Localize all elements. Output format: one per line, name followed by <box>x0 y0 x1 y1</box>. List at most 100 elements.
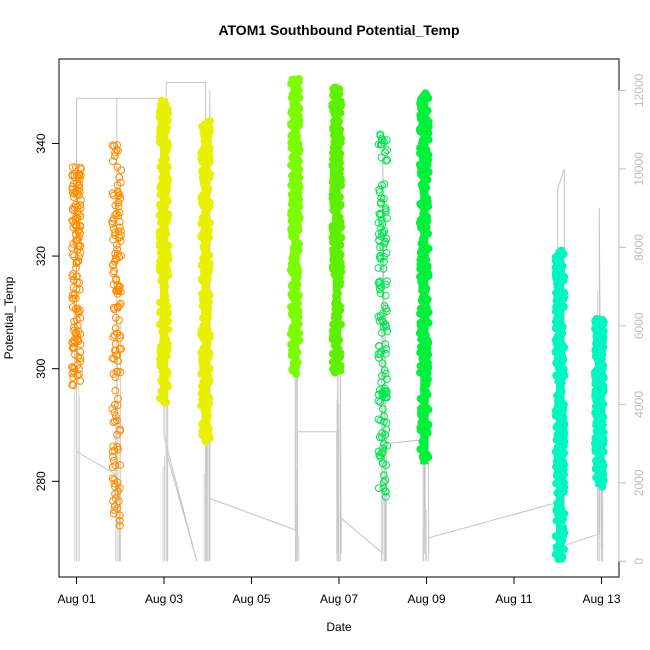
data-point <box>70 326 78 335</box>
data-point <box>116 178 125 187</box>
data-point <box>114 211 123 220</box>
data-point <box>378 359 387 368</box>
data-point <box>379 444 387 453</box>
data-point <box>375 278 383 287</box>
data-point <box>68 338 77 346</box>
y-axis-label: Potential_Temp <box>2 276 16 359</box>
data-point <box>114 202 123 211</box>
data-point <box>113 351 122 359</box>
data-point <box>114 192 122 200</box>
data-point <box>379 265 388 273</box>
data-point <box>374 397 383 405</box>
data-point <box>377 194 386 203</box>
x-tick-label: Aug 05 <box>232 592 270 606</box>
series-4 <box>197 117 214 446</box>
data-point <box>71 163 80 172</box>
data-point <box>112 210 121 218</box>
data-point <box>114 227 123 236</box>
right-y-tick-label: 10000 <box>632 152 646 186</box>
data-point <box>75 175 84 183</box>
series-5 <box>286 75 304 378</box>
data-point <box>114 357 122 365</box>
data-point <box>116 237 125 246</box>
data-point <box>113 504 122 513</box>
data-point <box>110 456 118 465</box>
data-point <box>114 285 123 294</box>
series-6 <box>328 83 346 377</box>
data-point <box>378 219 387 228</box>
data-point <box>379 405 387 414</box>
data-point <box>112 255 120 264</box>
data-point <box>108 261 117 270</box>
data-point <box>75 191 83 200</box>
series-10 <box>590 314 608 491</box>
data-point <box>75 278 84 287</box>
data-point <box>112 412 120 421</box>
data-point <box>380 440 388 449</box>
data-point <box>113 430 121 439</box>
data-point <box>112 146 121 154</box>
x-tick-label: Aug 13 <box>582 592 620 606</box>
data-point <box>382 156 390 165</box>
data-point <box>378 181 386 190</box>
data-point <box>117 166 126 175</box>
data-point <box>378 328 386 337</box>
data-point <box>378 316 386 324</box>
series-9 <box>551 246 569 563</box>
series-2 <box>108 141 126 530</box>
data-point <box>376 289 385 298</box>
data-point <box>108 219 117 228</box>
series-3 <box>155 96 173 407</box>
data-point <box>68 369 77 378</box>
data-point <box>115 223 124 232</box>
right-y-tick-label: 4000 <box>632 391 646 418</box>
data-point <box>111 494 120 503</box>
data-point <box>377 210 385 219</box>
x-tick-label: Aug 07 <box>320 592 358 606</box>
data-point <box>383 146 392 155</box>
data-point <box>109 497 117 505</box>
data-point <box>383 277 391 286</box>
data-point <box>71 201 80 209</box>
series-core <box>332 87 341 375</box>
data-point <box>70 252 78 261</box>
data-point <box>376 451 384 460</box>
data-point <box>380 393 389 402</box>
data-point <box>72 264 80 272</box>
data-point <box>113 416 121 425</box>
x-tick-label: Aug 11 <box>495 592 532 606</box>
data-point <box>111 461 120 470</box>
data-point <box>376 251 385 260</box>
axes-layer: Aug 01 Aug 03 Aug 05 Aug 07 Aug 09 Aug 11 Aug … <box>34 58 646 606</box>
data-point <box>381 430 390 439</box>
data-point <box>110 305 119 314</box>
data-point <box>383 214 391 223</box>
y-tick-label: 280 <box>34 471 48 491</box>
y-tick-label: 320 <box>34 246 48 266</box>
data-point <box>108 217 117 226</box>
data-point <box>381 206 390 214</box>
data-point <box>68 294 77 303</box>
series-core <box>420 92 429 465</box>
chart-title: ATOM1 Southbound Potential_Temp <box>218 22 459 38</box>
data-point <box>381 148 389 157</box>
data-point <box>376 398 385 406</box>
data-point <box>71 350 79 359</box>
data-point <box>72 259 81 268</box>
data-point <box>382 492 390 501</box>
data-point <box>74 257 83 265</box>
x-axis-label: Date <box>326 620 352 634</box>
data-point <box>374 484 383 493</box>
data-point <box>114 367 122 376</box>
data-points-layer <box>68 75 608 563</box>
series-core <box>595 318 604 487</box>
data-point <box>69 250 77 259</box>
data-point <box>113 141 121 149</box>
data-point <box>73 361 82 369</box>
data-point <box>68 163 77 172</box>
data-point <box>379 323 388 331</box>
data-point <box>115 484 124 493</box>
data-point <box>109 280 118 289</box>
data-point <box>111 400 119 409</box>
data-point <box>109 191 118 200</box>
